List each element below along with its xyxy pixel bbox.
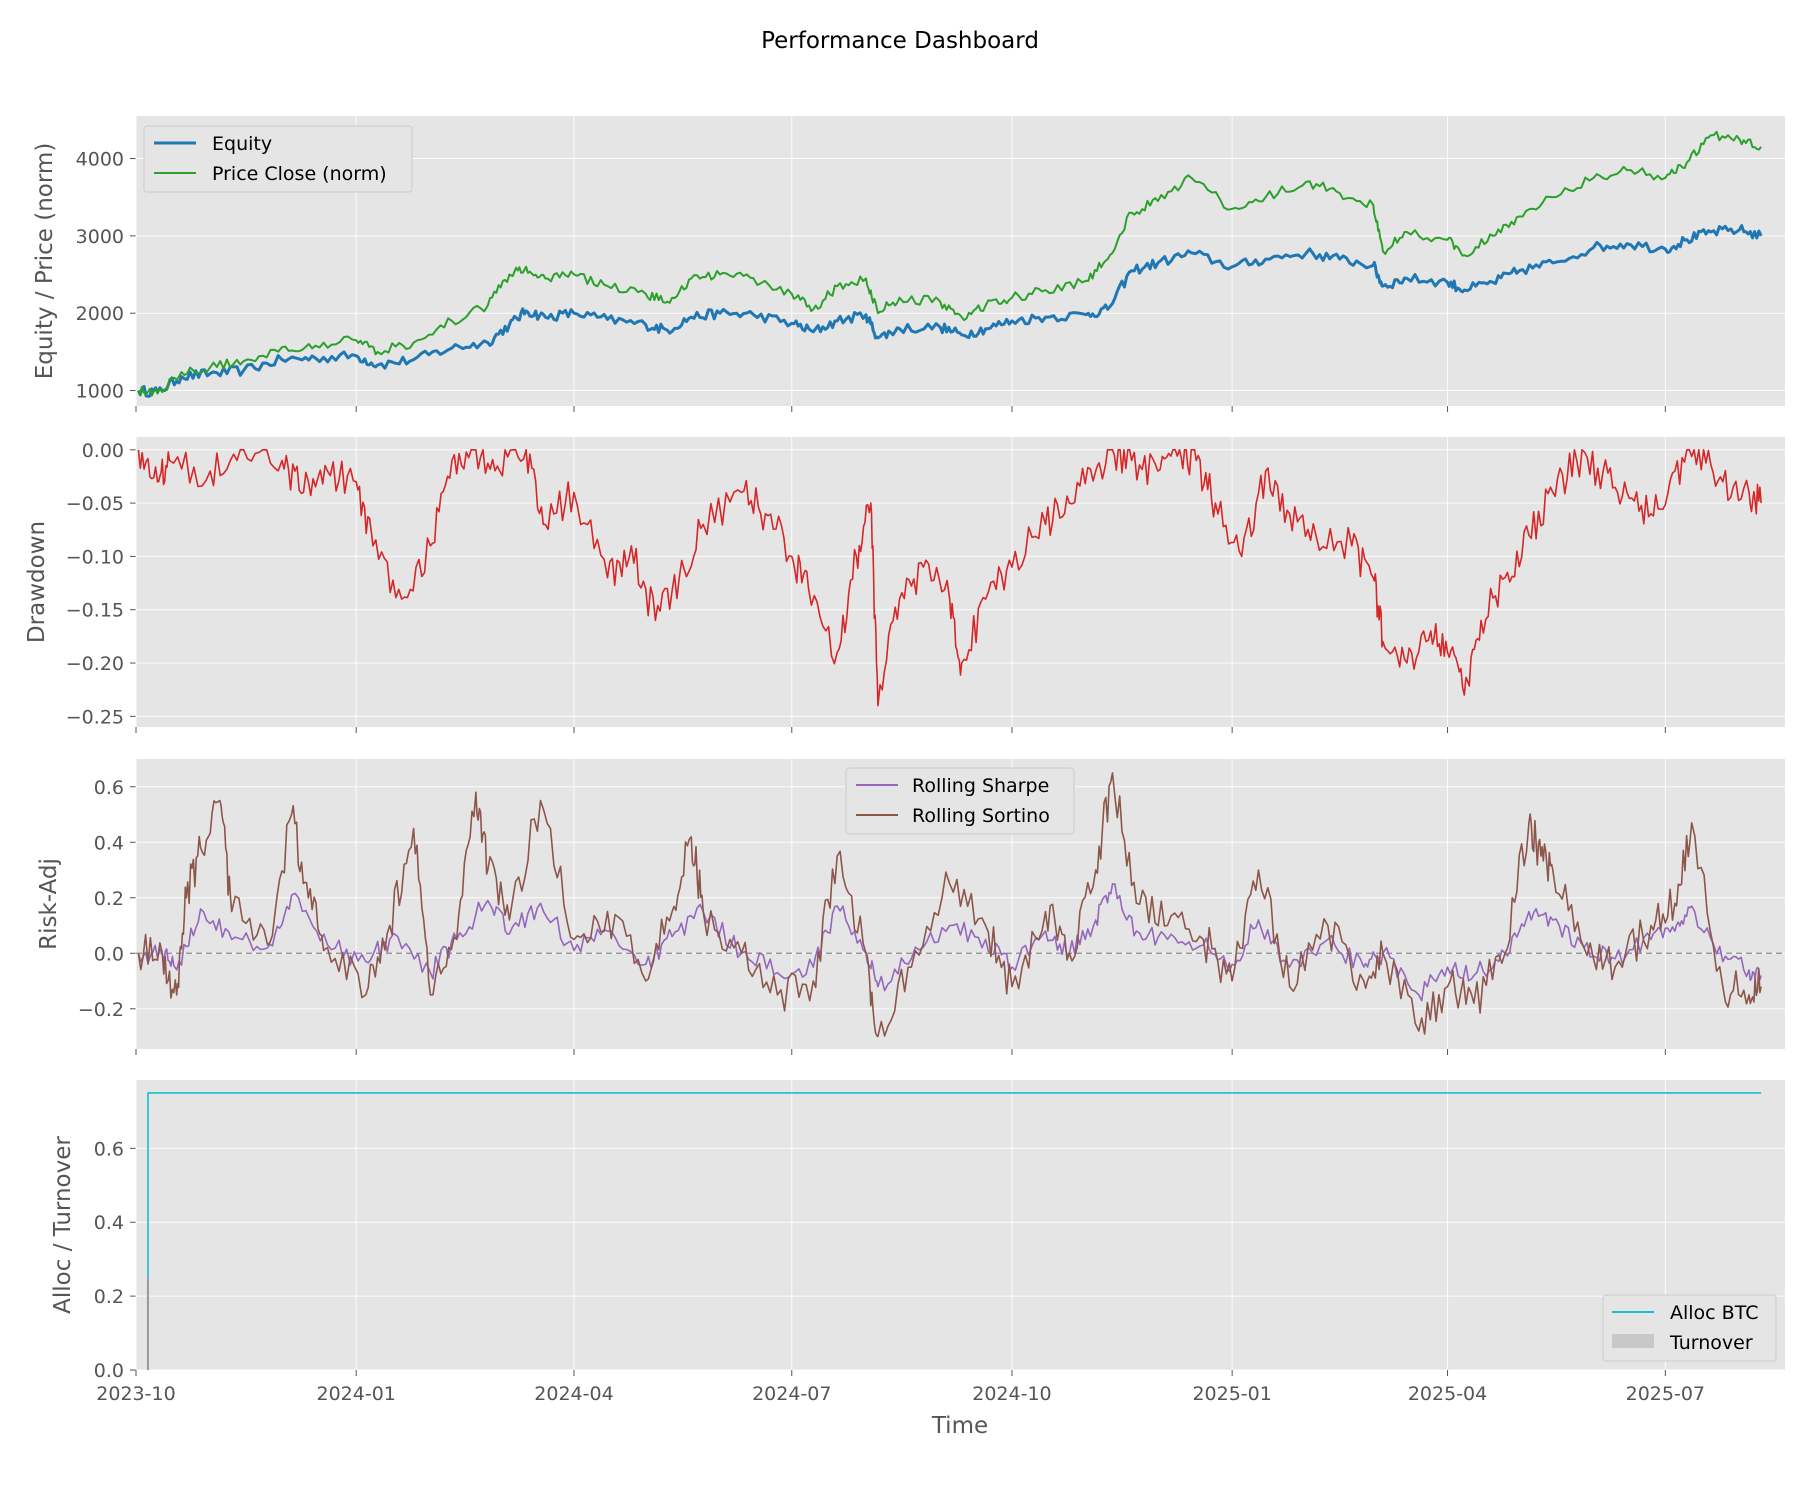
y-tick-label: 0.00 [82,440,124,462]
x-tick-label: 2025-04 [1408,1383,1487,1405]
x-tick-label: 2024-04 [534,1383,613,1405]
y-tick-label: 1000 [76,381,124,403]
panel-equity: 1000 2000 3000 4000 Equity / Price (norm) E… [32,116,1785,412]
x-tick-label: 2024-01 [316,1383,395,1405]
legend-equity-label: Equity [212,133,272,155]
y-tick-label: −0.05 [66,493,124,515]
y-tick-label: −0.20 [66,653,124,675]
y-tick-label: 0.6 [94,777,124,799]
panel-allocation-legend: Alloc BTC Turnover [1602,1294,1777,1362]
legend-turnover-label: Turnover [1669,1332,1753,1354]
y-tick-label: 4000 [76,149,124,171]
panel-risk-adjusted-legend: Rolling Sharpe Rolling Sortino [845,767,1075,835]
y-tick-label: −0.25 [66,706,124,728]
y-tick-label: −0.15 [66,600,124,622]
panel-allocation-ylabel: Alloc / Turnover [50,1136,76,1314]
y-tick-label: 0.6 [94,1138,124,1160]
figure-title: Performance Dashboard [761,28,1039,54]
y-tick-label: 0.4 [94,832,124,854]
series-equity-line [137,224,1763,398]
panel-risk-adjusted: 0.6 0.4 0.2 0.0 −0.2 Risk-Adj Rolling Sharpe… [36,759,1785,1055]
panel-allocation: 0.0 0.2 0.4 0.6 2023-10 2024-01 2024-04 2024-07… [50,1080,1785,1405]
panel-drawdown: 0.00 −0.05 −0.10 −0.15 −0.20 −0.25 Drawdown [24,437,1785,733]
y-tick-label: −0.2 [78,999,124,1021]
x-tick-label: 2023-10 [96,1383,175,1405]
x-tick-label: 2025-01 [1192,1383,1271,1405]
x-tick-label: 2025-07 [1626,1383,1705,1405]
y-tick-label: 0.2 [94,1286,124,1308]
x-axis-label: Time [931,1413,988,1439]
y-tick-label: 0.0 [94,1360,124,1382]
panel-risk-adjusted-ylabel: Risk-Adj [36,858,62,950]
panel-drawdown-ylabel: Drawdown [24,521,50,643]
y-tick-label: −0.10 [66,546,124,568]
x-tick-label: 2024-07 [752,1383,831,1405]
panel-equity-ylabel: Equity / Price (norm) [32,143,58,380]
panel-drawdown-background [136,437,1785,727]
panel-equity-legend: Equity Price Close (norm) [143,125,413,193]
panel-allocation-background [136,1080,1785,1370]
legend-sharpe-label: Rolling Sharpe [912,775,1049,797]
y-tick-label: 2000 [76,303,124,325]
legend-alloc-label: Alloc BTC [1670,1302,1758,1324]
x-tick-label: 2024-10 [972,1383,1051,1405]
y-tick-label: 0.0 [94,943,124,965]
y-tick-label: 0.2 [94,888,124,910]
legend-turnover-swatch [1612,1334,1654,1348]
y-tick-label: 3000 [76,226,124,248]
y-tick-label: 0.4 [94,1212,124,1234]
series-price-close-norm-line [137,130,1762,397]
series-rolling-sortino-line [137,772,1762,1038]
legend-sortino-label: Rolling Sortino [912,805,1050,827]
series-drawdown-line [137,449,1762,707]
series-alloc-btc-line [147,1092,1762,1278]
legend-price-label: Price Close (norm) [212,163,387,185]
series-rolling-sharpe-line [137,883,1762,1002]
